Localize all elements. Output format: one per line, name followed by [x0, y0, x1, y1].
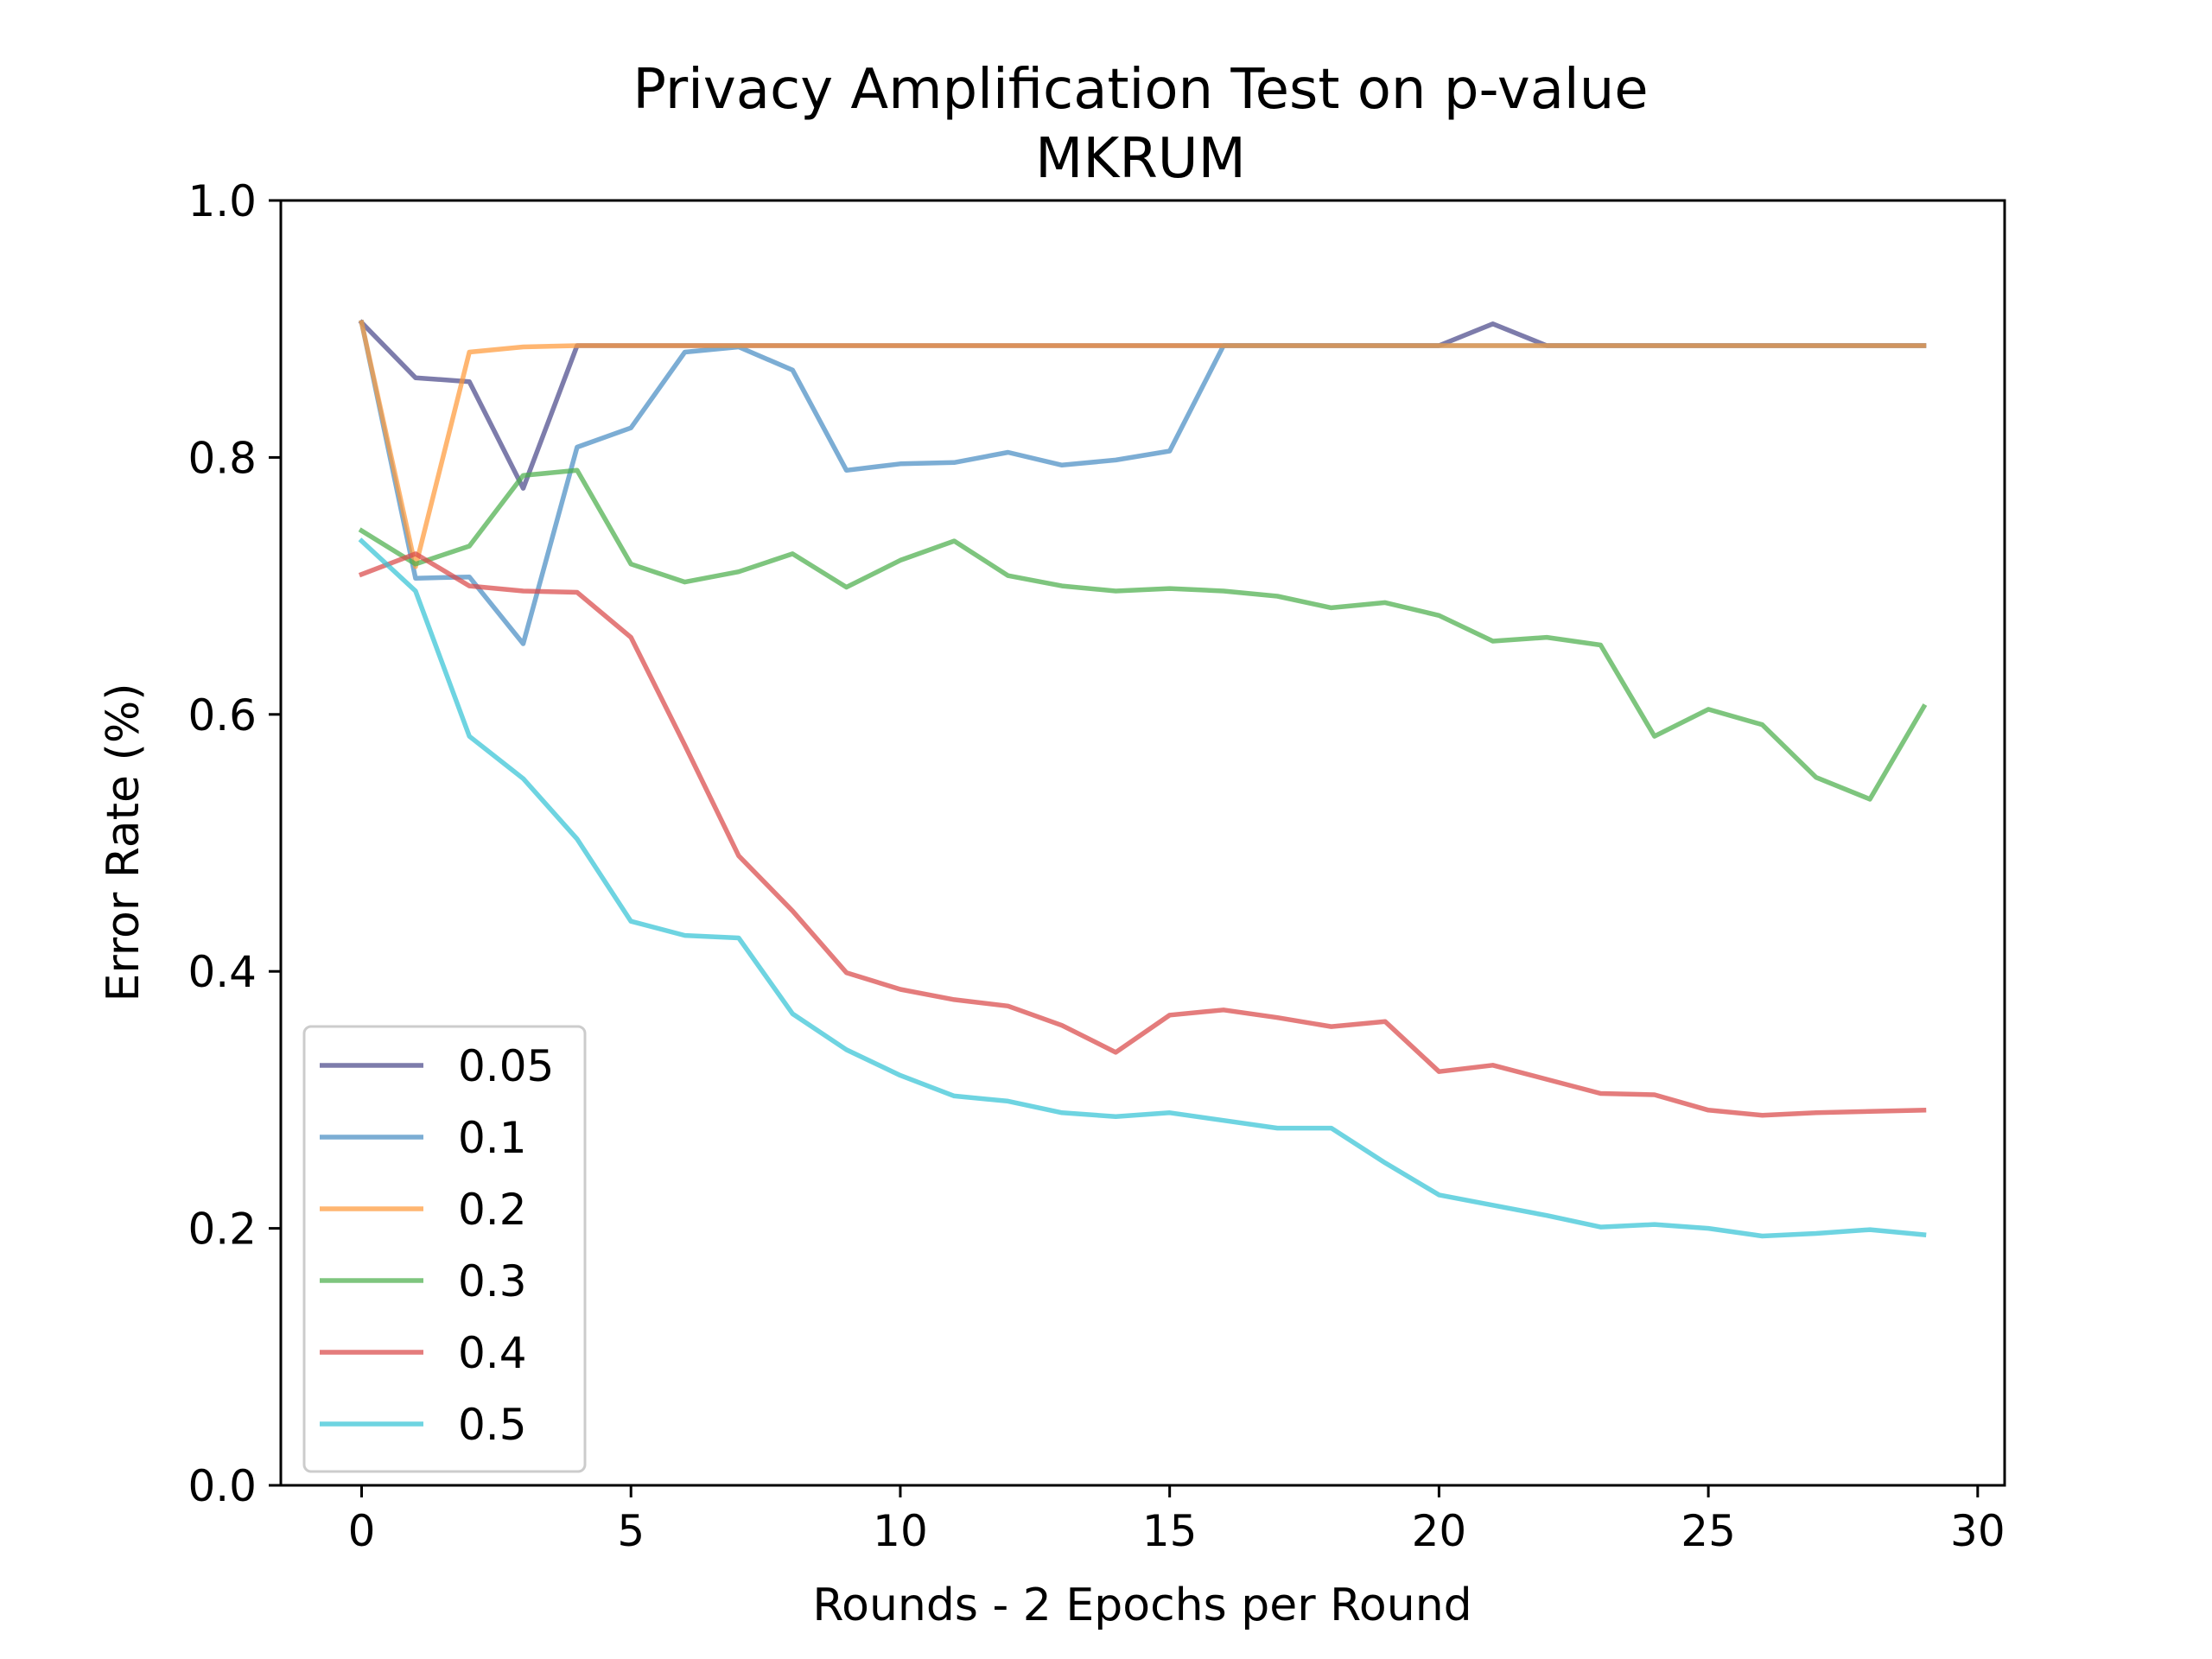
legend-label: 0.2 [458, 1185, 527, 1235]
x-tick-label: 30 [1950, 1506, 2005, 1556]
series-line-0.4 [358, 551, 1927, 1118]
series-line-0.3 [358, 467, 1928, 802]
y-axis-ticks: 0.0 0.2 0.4 0.6 0.8 1.0 [188, 176, 281, 1511]
x-tick-label: 5 [617, 1506, 645, 1556]
x-axis-label: Rounds - 2 Epochs per Round [812, 1580, 1471, 1631]
x-tick-label: 20 [1412, 1506, 1467, 1556]
legend-label: 0.05 [458, 1041, 554, 1091]
y-tick-label: 1.0 [188, 176, 257, 226]
legend-label: 0.4 [458, 1328, 527, 1378]
y-tick-label: 0.2 [188, 1205, 257, 1255]
legend-box [302, 1025, 587, 1473]
axes-frame [279, 199, 2006, 1487]
y-axis-label: Error Rate (%) [98, 683, 149, 1001]
y-tick-label: 0.4 [188, 947, 257, 997]
legend-label: 0.5 [458, 1400, 527, 1450]
legend-label: 0.1 [458, 1113, 527, 1163]
x-axis-ticks: 0 5 10 15 20 25 30 [348, 1485, 2005, 1556]
x-tick-label: 0 [348, 1506, 376, 1556]
series-line-0.5 [358, 537, 1927, 1239]
series-lines [358, 319, 1928, 1239]
y-tick-label: 0.6 [188, 690, 257, 741]
chart-title: Privacy Amplification Test on p-value [632, 58, 1648, 122]
x-tick-label: 10 [873, 1506, 928, 1556]
y-tick-label: 0.0 [188, 1461, 257, 1511]
x-tick-label: 25 [1681, 1506, 1736, 1556]
x-tick-label: 15 [1142, 1506, 1198, 1556]
legend: 0.05 0.1 0.2 0.3 0.4 0.5 [302, 1025, 587, 1473]
chart-subtitle: MKRUM [1035, 127, 1246, 191]
legend-label: 0.3 [458, 1256, 527, 1306]
series-line-0.2 [359, 320, 1927, 569]
y-tick-label: 0.8 [188, 433, 257, 483]
